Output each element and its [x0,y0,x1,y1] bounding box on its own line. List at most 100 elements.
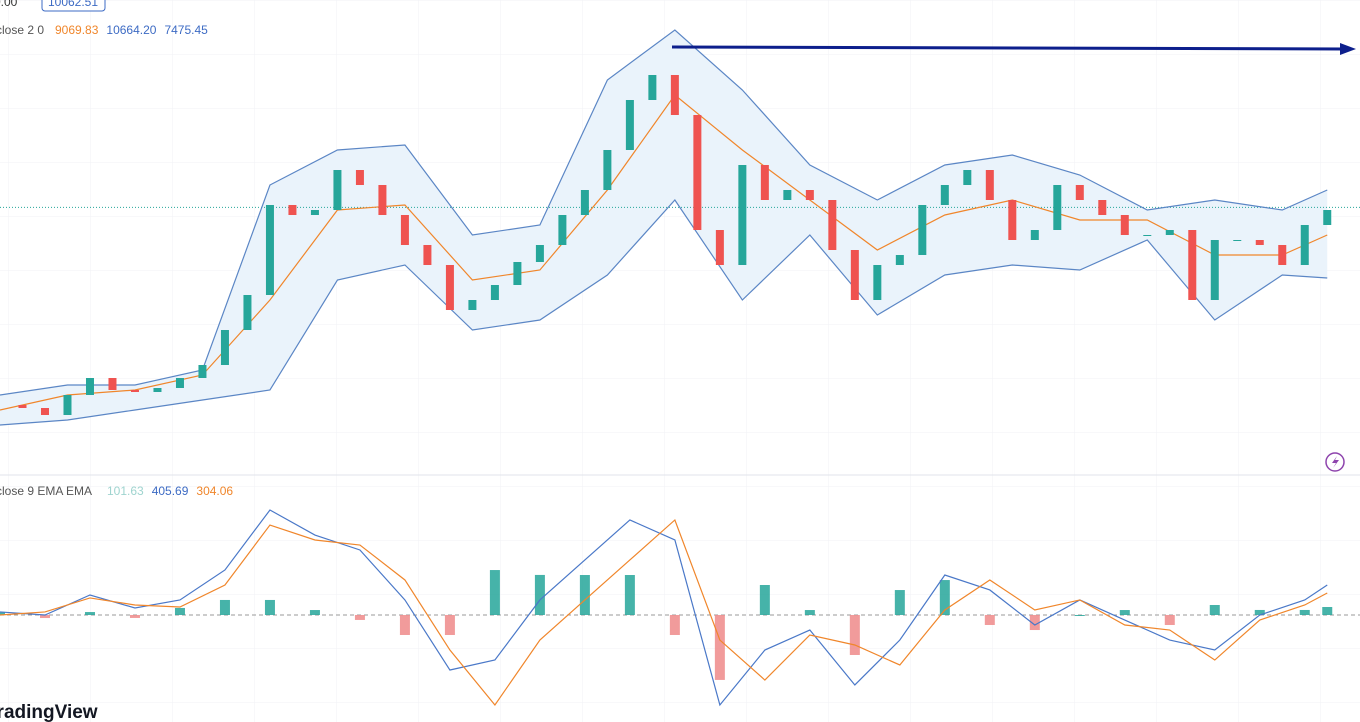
histogram-bar [1254,609,1265,615]
candle [175,378,184,388]
candle [535,245,544,262]
histogram-bar [669,614,680,635]
candle [670,75,679,115]
histogram-bar [1074,614,1085,616]
candle [445,265,454,310]
histogram-bar [894,590,905,615]
candle [400,215,409,245]
band-line [0,199,1328,426]
candle [378,185,387,215]
candle [355,170,364,185]
candle [1300,225,1309,265]
candle [153,388,162,392]
candle [828,200,837,250]
legend-value: 9069.83 [55,23,99,37]
candle [1210,240,1219,300]
legend-value: 10664.20 [106,23,156,37]
candle [1143,235,1152,236]
histogram-bar [804,610,815,615]
candle [850,250,859,300]
candle [1053,185,1062,230]
candle [1278,245,1287,265]
price-badge [41,0,106,12]
candle [490,285,499,300]
candle [895,255,904,265]
candle [1323,210,1332,225]
candle [558,215,567,245]
histogram-bar [174,607,185,615]
candle [603,150,612,190]
histogram-bar [849,614,860,655]
histogram-bar [624,575,635,615]
candle [693,115,702,230]
histogram-bar [444,614,455,635]
candle [513,262,522,285]
candle [130,390,139,392]
histogram-bar [714,614,725,680]
candle [1233,240,1242,241]
candle [580,190,589,215]
candle [1030,230,1039,240]
histogram-bar [1322,606,1333,615]
macd-line [0,509,1328,707]
histogram-bar [0,611,5,615]
histogram-bar [1209,604,1220,615]
candle [63,395,72,415]
signal-line [0,518,1328,706]
watermark: TradingView [0,702,98,722]
macd-legend-label: close 9 EMA EMA [0,484,92,498]
histogram-bar [1164,614,1175,625]
candle [198,365,207,378]
alert-icon[interactable] [1325,452,1345,472]
candle [468,300,477,310]
candle [873,265,882,300]
candle [918,205,927,255]
candle [288,205,297,215]
drawn-arrow [671,45,1346,51]
histogram-bar [489,570,500,615]
macd-pane [0,509,1360,707]
legend-value: 7475.45 [164,23,208,37]
legend-value: 304.06 [196,484,233,498]
candle [1188,230,1197,300]
candle [715,230,724,265]
candle [40,408,49,415]
candle [18,405,27,408]
band-line [0,29,1328,396]
histogram-bar [129,614,140,618]
candle [265,205,274,295]
legend-value: 405.69 [152,484,189,498]
legend: 0.00 10062.51 close 2 0 close 9 EMA EMA … [0,0,233,722]
candle [648,75,657,100]
histogram-bar [759,585,770,615]
candle [940,185,949,205]
candle [1075,185,1084,200]
candle [783,190,792,200]
histogram-bar [39,614,50,619]
candle [423,245,432,265]
histogram-bar [1029,614,1040,631]
candle [1165,230,1174,235]
candle [760,165,769,200]
candle [1255,240,1264,245]
histogram-bar [939,580,950,615]
histogram-bar [309,610,320,615]
histogram-bar [579,575,590,615]
candle [738,165,747,265]
histogram-bar [1299,609,1310,615]
histogram-bar [984,614,995,625]
candle [1008,200,1017,240]
candle [625,100,634,150]
candle [985,170,994,200]
price-badge-text: 10062.51 [48,0,98,9]
alert-icon-bolt [1332,456,1339,468]
histogram-bar [219,599,230,615]
candle [220,330,229,365]
arrow-head [1340,43,1356,55]
candle [1120,215,1129,235]
candle [85,378,94,395]
candle [963,170,972,185]
candle [805,190,814,200]
